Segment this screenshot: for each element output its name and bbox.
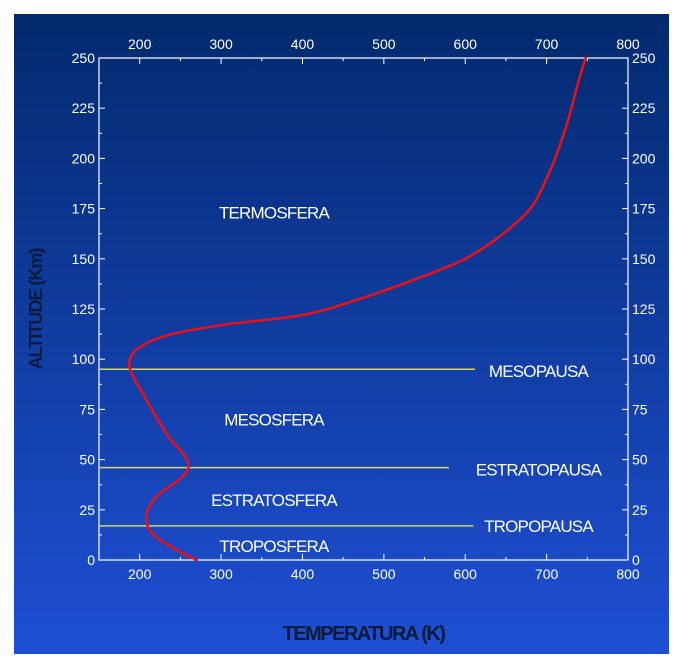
y-tick-label-right: 25 [632, 502, 648, 518]
x-tick-label-top: 400 [291, 36, 315, 52]
temperature-profile-line [127, 56, 587, 562]
y-tick-label-left: 175 [72, 201, 96, 217]
y-tick-label-right: 250 [632, 50, 656, 66]
region-label: TROPOSFERA [219, 537, 330, 556]
y-tick-label-left: 50 [79, 452, 95, 468]
y-tick-label-left: 225 [72, 100, 96, 116]
y-tick-label-right: 125 [632, 301, 656, 317]
x-tick-label-bottom: 400 [291, 566, 315, 582]
chart-svg: 2002003003004004005005006006007007008008… [14, 14, 669, 654]
x-tick-label-bottom: 500 [372, 566, 396, 582]
y-tick-label-right: 225 [632, 100, 656, 116]
y-tick-label-left: 200 [72, 150, 96, 166]
x-tick-label-bottom: 700 [535, 566, 559, 582]
x-tick-label-top: 700 [535, 36, 559, 52]
y-tick-label-right: 150 [632, 251, 656, 267]
y-tick-label-left: 0 [87, 552, 95, 568]
y-tick-label-right: 50 [632, 452, 648, 468]
region-label: ESTRATOSFERA [211, 491, 338, 510]
y-tick-label-right: 0 [632, 552, 640, 568]
x-tick-label-top: 300 [209, 36, 233, 52]
x-tick-label-bottom: 200 [128, 566, 152, 582]
x-tick-label-top: 500 [372, 36, 396, 52]
y-axis-title: ALTITUDE (Km) [26, 248, 46, 370]
x-tick-label-bottom: 300 [209, 566, 233, 582]
chart-background [14, 14, 669, 654]
region-label: MESOSFERA [224, 410, 325, 429]
y-tick-label-left: 150 [72, 251, 96, 267]
region-label: TERMOSFERA [219, 204, 331, 223]
chart-figure: 200 200 300 300 400 400 500 500 600 600 700 700 800 8… [14, 14, 669, 654]
y-tick-label-left: 100 [72, 351, 96, 367]
y-tick-label-right: 100 [632, 351, 656, 367]
y-tick-label-right: 175 [632, 201, 656, 217]
x-tick-label-top: 600 [454, 36, 478, 52]
boundary-label: MESOPAUSA [489, 362, 590, 381]
x-tick-label-top: 800 [616, 36, 640, 52]
boundary-label: TROPOPAUSA [484, 517, 594, 536]
x-tick-label-bottom: 800 [616, 566, 640, 582]
x-tick-label-top: 200 [128, 36, 152, 52]
x-axis-title: TEMPERATURA (K) [283, 623, 446, 645]
y-tick-label-right: 75 [632, 401, 648, 417]
y-tick-label-left: 25 [79, 502, 95, 518]
boundary-label: ESTRATOPAUSA [476, 461, 603, 480]
y-tick-label-left: 75 [79, 401, 95, 417]
y-tick-label-left: 125 [72, 301, 96, 317]
x-tick-label-bottom: 600 [454, 566, 478, 582]
y-tick-label-left: 250 [72, 50, 96, 66]
y-tick-label-right: 200 [632, 150, 656, 166]
